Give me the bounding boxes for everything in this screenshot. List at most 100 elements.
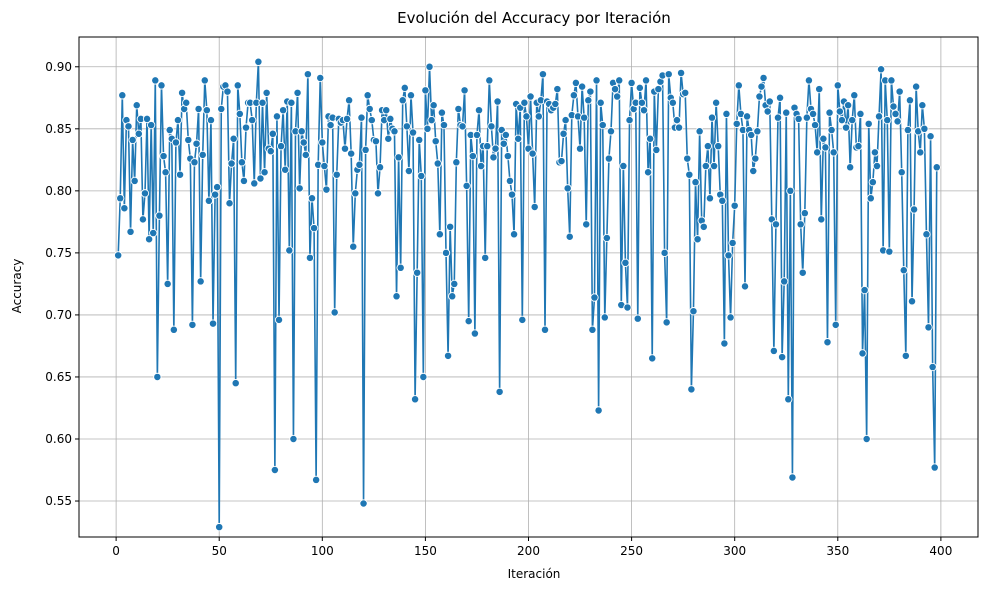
y-tick-label: 0.90 [45,60,72,74]
data-point [134,129,143,138]
data-point [920,124,929,133]
data-point [829,148,838,157]
data-point [487,122,496,131]
data-point [196,277,205,286]
data-point [258,98,267,107]
data-point [635,83,644,93]
data-point [584,96,593,105]
data-point [701,161,710,171]
data-point [825,108,834,117]
data-point [662,318,671,327]
data-point [627,78,636,88]
data-point [507,190,517,199]
data-point [373,189,383,198]
data-point [402,122,411,131]
data-point [747,130,756,140]
data-point [427,115,436,125]
data-point [208,319,218,328]
data-point [637,98,647,107]
data-point [357,113,366,122]
data-point [775,93,785,102]
data-point [452,158,461,167]
data-point [476,161,486,171]
data-point [565,232,574,241]
data-point [808,109,818,119]
data-point [796,220,805,229]
data-point [394,153,403,162]
y-tick-label: 0.65 [45,370,72,384]
data-point [598,120,607,130]
data-point [114,251,123,260]
data-point [771,220,781,229]
data-point [441,248,451,258]
x-axis-ticks: 0 50 100 150 200 250 300 350 400 [112,537,952,558]
data-point [707,113,717,122]
data-point [823,338,832,347]
data-point [782,108,791,117]
data-point [641,76,651,85]
data-point [889,102,898,111]
data-point [215,522,224,532]
data-point [415,135,424,145]
data-point [695,127,704,136]
data-point [192,139,201,148]
x-tick-label: 100 [311,544,334,558]
data-point [188,320,197,329]
data-point [699,222,708,231]
data-point [417,171,426,181]
data-point [926,132,935,141]
data-point [561,115,570,125]
data-point [347,149,356,158]
data-point [903,125,913,135]
data-point [691,178,700,187]
data-point [907,297,917,306]
data-point [250,179,259,188]
data-point [165,125,174,135]
data-point [470,329,480,338]
data-point [615,76,624,85]
data-point [876,65,886,74]
data-point [703,142,713,151]
data-point [693,235,702,244]
data-point [421,86,430,95]
data-point [445,222,455,231]
data-point [151,76,160,85]
data-point [460,86,469,95]
data-point [594,406,603,415]
data-point [161,168,170,177]
data-point [472,130,482,140]
data-point [229,134,238,143]
data-point [509,230,519,239]
data-point [390,127,399,136]
data-point [815,84,824,94]
data-point [928,362,937,372]
data-point [606,127,616,136]
data-point [866,194,875,203]
data-point [270,465,280,475]
data-point [911,82,921,91]
data-point [759,73,768,83]
data-point [299,138,308,147]
x-tick-label: 400 [929,544,952,558]
data-point [813,148,822,157]
data-point [559,129,568,138]
y-tick-label: 0.70 [45,308,72,322]
data-point [462,181,471,191]
data-point [248,115,257,125]
data-point [124,122,133,131]
data-point [800,209,809,218]
data-point [371,137,381,146]
data-point [522,112,531,121]
data-point [322,185,331,194]
data-point [786,186,795,196]
data-point [386,114,395,124]
data-points [114,57,941,532]
y-tick-label: 0.85 [45,122,72,136]
data-point [231,378,240,388]
data-point [827,125,836,135]
data-point [683,154,692,163]
data-point [256,174,265,183]
data-point [260,168,269,177]
data-point [266,146,275,156]
data-point [864,119,873,129]
